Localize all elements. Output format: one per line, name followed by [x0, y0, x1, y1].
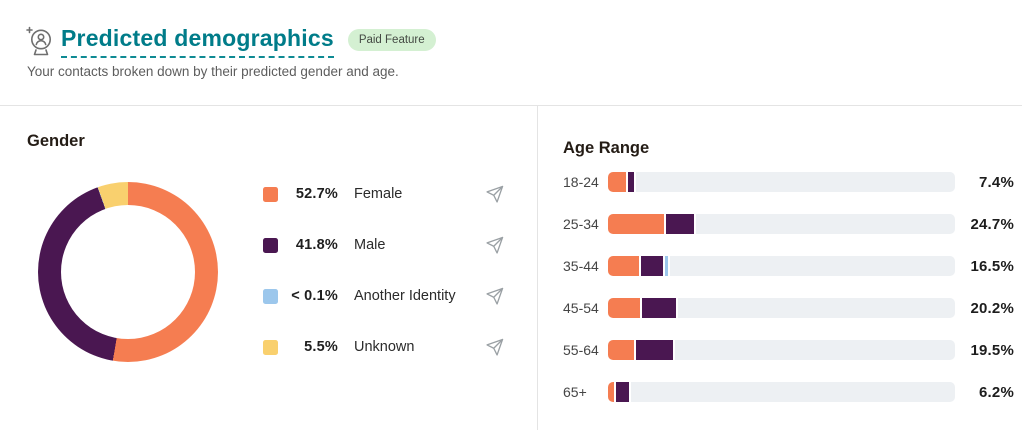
paper-plane-icon — [486, 338, 504, 356]
panel-header: Predicted demographics Paid Feature Your… — [0, 0, 1022, 106]
bar-segment-male — [641, 298, 676, 318]
bar-segment-another-identity — [664, 256, 668, 276]
send-to-segment-button[interactable] — [485, 336, 507, 358]
unknown-swatch — [263, 339, 278, 355]
gender-section: Gender 52.7% Female — [0, 106, 538, 430]
female-percent: 52.7% — [295, 186, 338, 202]
male-percent: 41.8% — [295, 237, 338, 253]
age-range-section: Age Range 18-24 7.4% 25-34 24.7% 35-44 1… — [538, 106, 1022, 430]
age-row-percent: 19.5% — [970, 341, 1014, 359]
age-row-label: 18-24 — [563, 174, 599, 190]
gender-donut-chart — [38, 182, 218, 362]
paper-plane-icon — [486, 287, 504, 305]
another-identity-percent: < 0.1% — [291, 288, 338, 304]
bar-track-remainder — [677, 298, 955, 318]
age-bar-track — [608, 214, 955, 234]
female-swatch — [263, 186, 278, 202]
send-to-segment-button[interactable] — [485, 234, 507, 256]
donut-hole — [61, 205, 195, 339]
male-swatch — [263, 237, 278, 253]
legend-item-another-identity: < 0.1% Another Identity — [263, 285, 507, 307]
paid-feature-badge: Paid Feature — [347, 29, 436, 51]
bar-segment-female — [608, 340, 635, 360]
bar-segment-female — [608, 298, 640, 318]
paper-plane-icon — [486, 185, 504, 203]
unknown-label: Unknown — [354, 339, 415, 355]
bar-track-remainder — [675, 340, 955, 360]
panel-subtitle: Your contacts broken down by their predi… — [27, 64, 399, 79]
bar-segment-male — [640, 256, 663, 276]
age-row-55-64: 55-64 19.5% — [563, 340, 1014, 360]
age-row-percent: 16.5% — [970, 257, 1014, 275]
page-title[interactable]: Predicted demographics — [61, 26, 334, 58]
legend-item-female: 52.7% Female — [263, 183, 507, 205]
unknown-percent: 5.5% — [304, 339, 338, 355]
bar-track-remainder — [630, 382, 955, 402]
bar-track-remainder — [695, 214, 955, 234]
age-row-label: 35-44 — [563, 258, 599, 274]
age-row-percent: 20.2% — [970, 299, 1014, 317]
crystal-ball-icon — [26, 26, 51, 56]
paper-plane-icon — [486, 236, 504, 254]
bar-segment-female — [608, 256, 639, 276]
bar-track-remainder — [636, 172, 955, 192]
age-row-18-24: 18-24 7.4% — [563, 172, 1014, 192]
send-to-segment-button[interactable] — [485, 183, 507, 205]
send-to-segment-button[interactable] — [485, 285, 507, 307]
age-row-percent: 7.4% — [979, 173, 1014, 191]
bar-segment-male — [636, 340, 674, 360]
age-range-heading: Age Range — [563, 139, 650, 157]
bar-track-remainder — [669, 256, 955, 276]
age-row-65-plus: 65+ 6.2% — [563, 382, 1014, 402]
another-identity-swatch — [263, 288, 278, 304]
another-identity-label: Another Identity — [354, 288, 456, 304]
age-row-label: 25-34 — [563, 216, 599, 232]
gender-legend: 52.7% Female 41.8% Male — [263, 183, 507, 390]
age-bar-track — [608, 340, 955, 360]
bar-segment-male — [665, 214, 694, 234]
age-row-25-34: 25-34 24.7% — [563, 214, 1014, 234]
bar-segment-male — [615, 382, 629, 402]
age-bar-track — [608, 298, 955, 318]
age-bar-track — [608, 256, 955, 276]
age-bar-track — [608, 172, 955, 192]
panel-content: Gender 52.7% Female — [0, 106, 1022, 430]
age-row-label: 65+ — [563, 384, 587, 400]
legend-item-male: 41.8% Male — [263, 234, 507, 256]
legend-item-unknown: 5.5% Unknown — [263, 336, 507, 358]
age-row-label: 45-54 — [563, 300, 599, 316]
male-label: Male — [354, 237, 386, 253]
age-range-chart: 18-24 7.4% 25-34 24.7% 35-44 16.5% 45-54 — [563, 172, 1014, 424]
bar-segment-female — [608, 172, 627, 192]
age-row-percent: 24.7% — [970, 215, 1014, 233]
age-bar-track — [608, 382, 955, 402]
bar-segment-male — [628, 172, 635, 192]
bar-segment-female — [608, 214, 664, 234]
female-label: Female — [354, 186, 403, 202]
age-row-45-54: 45-54 20.2% — [563, 298, 1014, 318]
age-row-35-44: 35-44 16.5% — [563, 256, 1014, 276]
age-row-label: 55-64 — [563, 342, 599, 358]
bar-segment-female — [608, 382, 614, 402]
gender-heading: Gender — [27, 132, 85, 150]
age-row-percent: 6.2% — [979, 383, 1014, 401]
